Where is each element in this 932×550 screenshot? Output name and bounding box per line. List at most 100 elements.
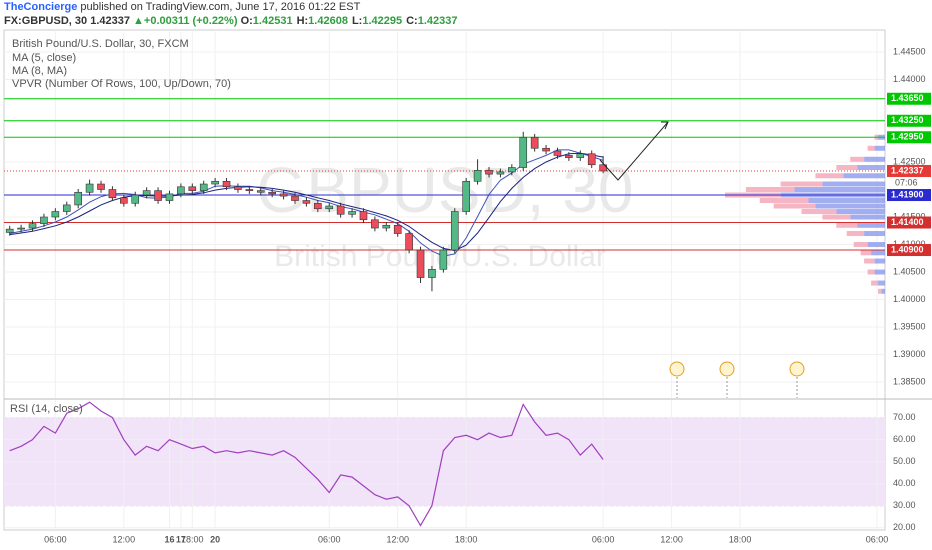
y-tick-label: 20.00	[893, 522, 916, 532]
profile-up	[871, 250, 885, 256]
candle-body	[142, 190, 151, 196]
x-tick-label: 18:00	[181, 534, 204, 544]
candle-body	[28, 223, 37, 229]
candle-body	[85, 183, 94, 193]
moving-average	[9, 149, 604, 257]
x-tick-label: 20	[210, 534, 220, 544]
candle-body	[234, 186, 242, 190]
ohlc-value: 1.42295	[362, 15, 403, 27]
candle-body	[131, 194, 140, 204]
level-label-box	[887, 216, 931, 229]
candle-body	[51, 211, 60, 218]
candle-body	[279, 193, 288, 197]
candle-body	[473, 169, 482, 182]
candle-body	[371, 219, 379, 229]
event-icon[interactable]	[719, 361, 735, 377]
x-tick-label: 06:00	[318, 534, 341, 544]
candle-body	[450, 211, 459, 251]
candle-body	[222, 180, 231, 188]
x-tick-label: 12:00	[113, 534, 136, 544]
data-layer: 1.44500 1.44000 1.42500 1.41500 1.41000 1.405…	[4, 46, 931, 544]
rsi-title: RSI (14, close)	[10, 403, 83, 415]
symbol: FX:GBPUSD, 30	[4, 15, 88, 27]
y-tick-label: 70.00	[893, 412, 916, 422]
y-tick-label: 30.00	[893, 500, 916, 510]
profile-down	[759, 198, 809, 204]
candle-body	[530, 136, 539, 149]
candle-body	[108, 189, 117, 199]
legend-entry: MA (5, close)	[12, 52, 76, 64]
candle-body	[62, 204, 71, 212]
drawn-arrow	[599, 121, 669, 181]
x-tick-label: 16	[164, 534, 174, 544]
profile-down	[860, 250, 872, 256]
profile-up	[850, 214, 885, 220]
moving-average	[9, 152, 604, 252]
profile-up	[881, 288, 885, 294]
level-label: 1.43650	[891, 93, 924, 103]
candle-body	[393, 224, 402, 234]
candle-body	[553, 150, 562, 156]
y-tick-label: 1.38500	[893, 376, 926, 386]
y-tick-label: 40.00	[893, 478, 916, 488]
author[interactable]: TheConcierge	[4, 1, 78, 13]
x-tick-label: 06:00	[866, 534, 889, 544]
candle-body	[211, 180, 219, 185]
candle-body	[336, 205, 345, 215]
candle-body	[40, 216, 48, 224]
candle-body	[462, 180, 470, 212]
level-label-box	[887, 189, 931, 202]
header-line: TheConcierge published on TradingView.co…	[4, 0, 461, 14]
level-label: 1.40900	[891, 244, 924, 254]
header-line: FX:GBPUSD, 30 1.42337 ▲+0.00311 (+0.22%)…	[4, 14, 461, 28]
candle-body	[485, 169, 493, 175]
level-label: 1.41400	[891, 217, 924, 227]
event-icon[interactable]	[789, 361, 805, 377]
profile-up	[857, 165, 885, 171]
profile-down	[801, 209, 837, 215]
ohlc: O:1.42531 H:1.42608 L:1.42295 C:1.42337	[241, 15, 462, 27]
profile-up	[857, 222, 885, 228]
profile-up	[864, 156, 885, 162]
profile-up	[874, 258, 885, 264]
candle-body	[199, 183, 208, 191]
candle-body	[519, 136, 528, 168]
change: ▲+0.00311 (+0.22%)	[133, 15, 238, 27]
event-icon[interactable]	[669, 361, 685, 377]
ohlc-value: 1.42531	[252, 15, 293, 27]
level-label-box	[887, 114, 931, 127]
ohlc-label: C:	[406, 15, 418, 27]
profile-up	[874, 269, 885, 275]
candle-body	[97, 183, 105, 190]
candle-body	[245, 189, 254, 191]
candle-body	[120, 197, 128, 204]
ohlc-label: L:	[351, 15, 363, 27]
rsi-line	[9, 401, 604, 527]
profile-down	[850, 156, 865, 162]
frame	[3, 29, 886, 531]
y-tick-label: 1.44500	[893, 46, 926, 56]
y-tick-label: 1.44000	[893, 74, 926, 84]
y-tick-label: 1.41000	[893, 239, 926, 249]
x-tick-label: 12:00	[660, 534, 683, 544]
candle-body	[416, 249, 425, 278]
arrow-head	[661, 121, 669, 130]
profile-down	[867, 145, 875, 151]
profile-down	[864, 258, 875, 264]
candle-body	[291, 195, 299, 201]
profile-up	[836, 209, 885, 215]
candle-body	[302, 200, 311, 204]
ohlc-label: O:	[240, 15, 253, 27]
candle-body	[188, 186, 197, 191]
candle-body	[587, 153, 596, 166]
countdown: 07:06	[895, 177, 918, 187]
profile-down	[822, 214, 851, 220]
y-tick-label: 60.00	[893, 434, 916, 444]
profile-down	[780, 181, 823, 187]
candle-body	[256, 190, 265, 193]
candle-body	[314, 202, 322, 210]
profile-up	[822, 181, 885, 187]
profile-up	[867, 242, 885, 248]
